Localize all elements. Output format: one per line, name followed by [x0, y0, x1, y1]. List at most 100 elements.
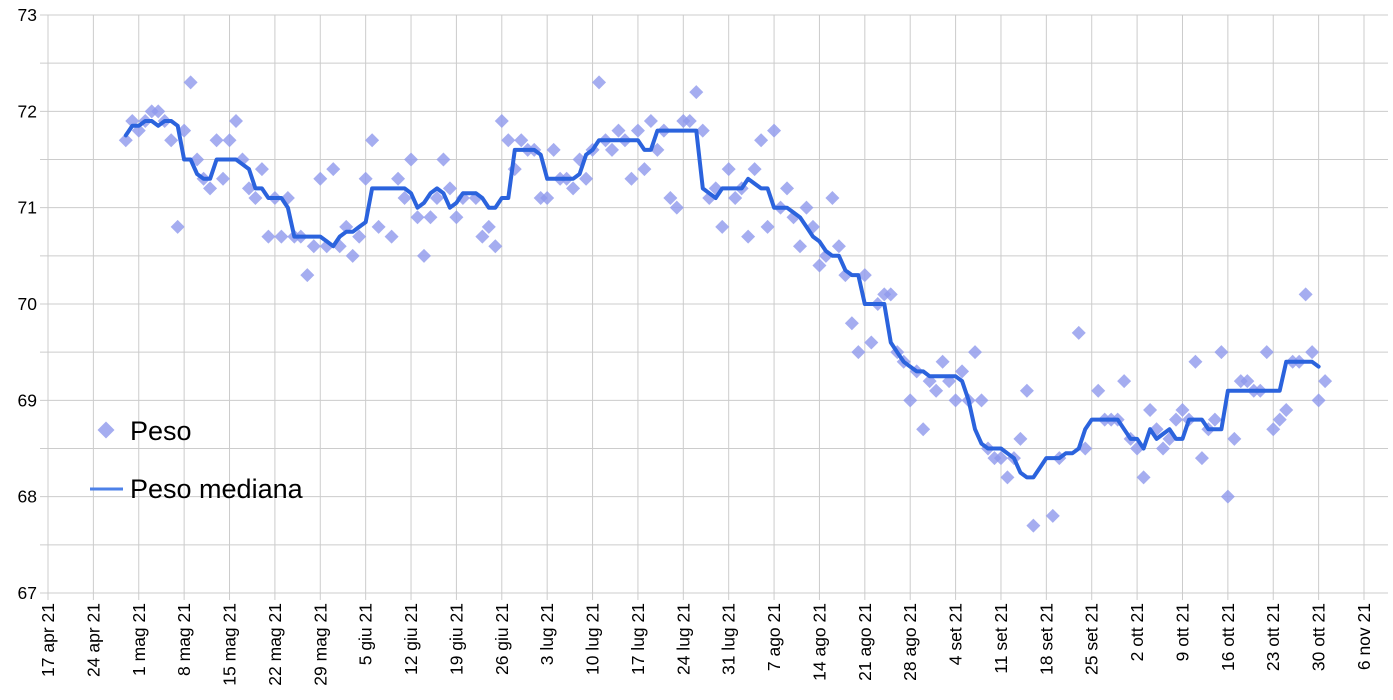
peso-data-point: [780, 181, 795, 196]
peso-data-point: [306, 239, 321, 254]
peso-data-point: [1117, 374, 1132, 389]
x-axis-tick-label: 21 ago 21: [855, 603, 875, 681]
x-axis-tick-marks: [47, 593, 1365, 600]
peso-data-point: [929, 383, 944, 398]
peso-data-point: [1013, 431, 1028, 446]
y-axis-tick-label: 71: [18, 198, 37, 218]
peso-data-point: [1091, 383, 1106, 398]
legend-label-peso-mediana: Peso mediana: [130, 474, 304, 504]
peso-data-point: [916, 422, 931, 437]
x-axis-tick-label: 5 giu 21: [356, 603, 376, 665]
peso-data-point: [1169, 412, 1183, 427]
x-axis-tick-label: 22 mag 21: [265, 603, 285, 686]
chart-legend: Peso Peso mediana: [90, 416, 304, 504]
peso-data-point: [721, 162, 736, 177]
peso-data-point: [216, 171, 231, 186]
x-axis-tick-label: 11 set 21: [991, 603, 1011, 674]
peso-data-point: [229, 113, 243, 128]
peso-mediana-line: [123, 119, 1321, 480]
horizontal-gridlines: [40, 14, 1388, 594]
peso-data-point: [747, 162, 762, 177]
x-axis-tick-label: 24 lug 21: [673, 603, 693, 675]
peso-data-point: [857, 268, 872, 283]
peso-data-point: [1272, 412, 1287, 427]
peso-data-point: [566, 181, 581, 196]
peso-data-point: [1175, 402, 1190, 417]
peso-data-point: [812, 258, 827, 273]
peso-data-point: [1227, 431, 1242, 446]
peso-data-point: [345, 248, 360, 263]
peso-data-point: [955, 364, 970, 379]
peso-data-point: [1259, 345, 1274, 360]
peso-data-point: [1071, 325, 1086, 340]
x-axis-tick-label: 4 set 21: [946, 603, 966, 665]
peso-data-point: [974, 393, 989, 408]
x-axis-tick-label: 9 ott 21: [1172, 603, 1192, 661]
x-axis-tick-label: 23 ott 21: [1263, 603, 1283, 671]
x-axis-tick-label: 29 mag 21: [310, 603, 330, 686]
x-axis-tick-label: 26 giu 21: [492, 603, 512, 675]
peso-data-point: [326, 162, 341, 177]
peso-data-point: [663, 191, 678, 206]
x-axis-tick-label: 2 ott 21: [1127, 603, 1147, 661]
peso-data-point: [793, 239, 807, 254]
legend-item-peso-mediana: Peso mediana: [90, 474, 304, 504]
peso-data-point: [624, 171, 639, 186]
peso-data-point: [222, 133, 237, 148]
peso-data-point: [1026, 518, 1041, 533]
x-axis-tick-label: 8 mag 21: [174, 603, 194, 676]
peso-data-point: [170, 219, 185, 234]
peso-data-point: [488, 239, 503, 254]
peso-data-point: [1318, 374, 1333, 389]
x-axis-tick-label: 6 nov 21: [1354, 603, 1374, 670]
peso-data-point: [442, 181, 457, 196]
peso-scatter-series: [118, 75, 1333, 533]
peso-diamond-icon: [97, 421, 115, 439]
peso-data-point: [423, 210, 438, 225]
peso-data-point: [1298, 287, 1313, 302]
peso-data-point: [358, 171, 373, 186]
peso-data-point: [611, 123, 626, 138]
legend-label-peso: Peso: [130, 416, 192, 446]
peso-data-point: [514, 133, 529, 148]
x-axis-tick-label: 30 ott 21: [1309, 603, 1329, 671]
y-axis-tick-label: 73: [18, 5, 37, 25]
peso-data-point: [760, 219, 775, 234]
peso-data-point: [592, 75, 607, 90]
x-axis-tick-label: 28 ago 21: [900, 603, 920, 681]
peso-data-point: [903, 393, 918, 408]
peso-data-point: [864, 335, 879, 350]
peso-data-point: [715, 219, 730, 234]
peso-data-point: [313, 171, 328, 186]
peso-data-point: [203, 181, 218, 196]
peso-data-point: [1000, 470, 1015, 485]
peso-data-point: [767, 123, 782, 138]
peso-data-point: [579, 171, 594, 186]
peso-data-point: [352, 229, 367, 244]
peso-data-point: [935, 354, 950, 369]
peso-data-point: [475, 229, 490, 244]
peso-data-point: [540, 191, 555, 206]
peso-data-point: [384, 229, 399, 244]
peso-data-point: [605, 142, 619, 157]
vertical-gridlines: [47, 15, 1365, 593]
legend-item-peso: Peso: [97, 416, 192, 446]
x-axis-tick-label: 7 ago 21: [764, 603, 784, 671]
peso-data-point: [1143, 402, 1158, 417]
peso-data-point: [365, 133, 380, 148]
peso-data-point: [1305, 345, 1320, 360]
peso-data-point: [254, 162, 269, 177]
x-axis-tick-label: 15 mag 21: [220, 603, 240, 686]
peso-data-point: [1045, 508, 1060, 523]
peso-data-point: [669, 200, 684, 215]
peso-data-point: [391, 171, 406, 186]
peso-data-point: [410, 210, 425, 225]
peso-data-point: [741, 229, 756, 244]
peso-data-point: [371, 219, 386, 234]
x-axis-tick-label: 31 lug 21: [719, 603, 739, 675]
y-axis-tick-label: 69: [18, 390, 37, 410]
peso-data-point: [695, 123, 710, 138]
peso-data-point: [799, 200, 814, 215]
